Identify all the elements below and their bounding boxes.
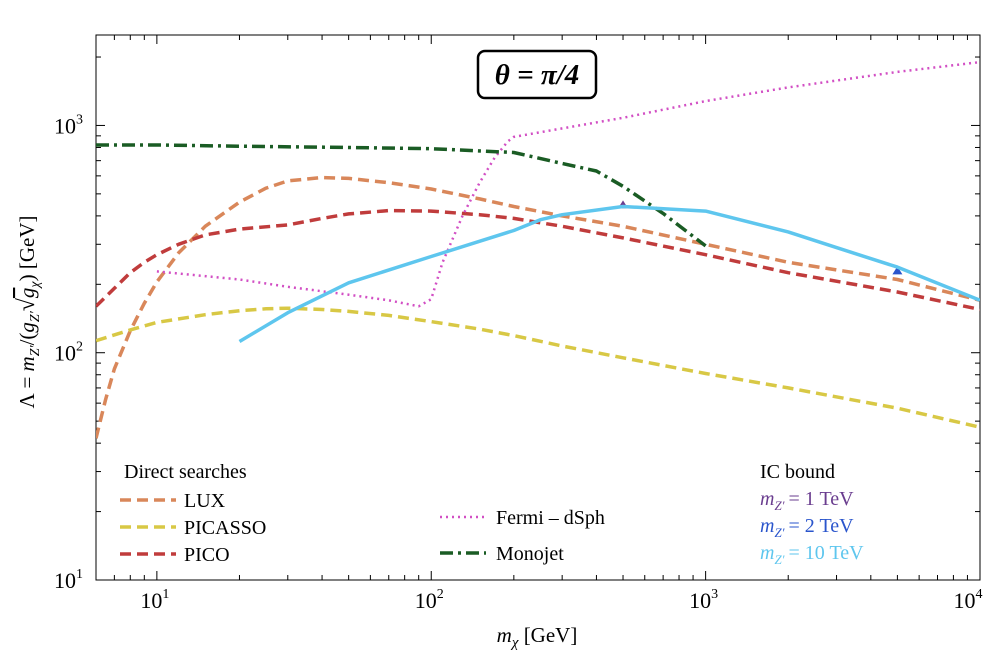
- series-lux-line: [96, 175, 980, 439]
- series-m-z-10-tev-line: [238, 204, 980, 344]
- title-frame: [476, 49, 598, 100]
- x-axis-subscript: χ: [510, 635, 519, 651]
- legend-fermi-label: Fermi – dSph: [496, 507, 605, 529]
- y-axis-g: g: [15, 322, 39, 333]
- y-axis-sqrt: √: [14, 297, 40, 311]
- legend-picasso-label: PICASSO: [184, 517, 266, 539]
- legend-direct-searches: Direct searches LUX PICASSO PICO: [120, 461, 266, 566]
- chart-title: θ = π/4: [495, 59, 579, 91]
- series-m-z-2-tev-marker: [892, 266, 903, 275]
- y-axis-sub1: Z′: [28, 345, 43, 357]
- series-pico-line: [96, 208, 980, 312]
- y-axis-m: m: [15, 356, 39, 371]
- legend-lux-label: LUX: [184, 490, 226, 512]
- series-layer: [96, 60, 980, 439]
- tick-labels: 101 102 103 104 101 102 103: [54, 112, 983, 613]
- x-tick-label: 101: [140, 587, 169, 613]
- y-tick-label: 103: [54, 112, 83, 138]
- y-axis-lambda: Λ =: [15, 371, 39, 408]
- y-axis-g2: g: [15, 288, 39, 299]
- legend-pico-label: PICO: [184, 544, 230, 566]
- x-tick-label: 103: [689, 587, 718, 613]
- title-box: θ = π/4: [476, 49, 598, 100]
- y-axis-sub3: χ: [28, 281, 43, 290]
- y-tick-label: 102: [54, 340, 83, 366]
- series-fermi-dsph-line: [156, 60, 980, 308]
- plot-frame: [95, 34, 981, 581]
- x-axis-symbol: m: [497, 623, 512, 647]
- legend-monojet-label: Monojet: [496, 543, 564, 565]
- axis-ticks: [95, 35, 981, 581]
- x-tick-label: 104: [954, 587, 983, 613]
- legend-ic10-label: mZ′ = 10 TeV: [760, 542, 864, 567]
- x-tick-label: 102: [415, 587, 444, 613]
- series-picasso-line: [96, 306, 980, 429]
- legend-ic2-label: mZ′ = 2 TeV: [760, 515, 854, 540]
- legend-ic-heading: IC bound: [760, 461, 835, 483]
- y-axis-sub2: Z′: [28, 310, 43, 322]
- legend-ic1-label: mZ′ = 1 TeV: [760, 488, 854, 513]
- y-axis-label: Λ = mZ′/(gZ′√gχ) [GeV]: [14, 216, 43, 409]
- legend-ic-bound: IC bound mZ′ = 1 TeV mZ′ = 2 TeV mZ′ = 10 T…: [760, 461, 864, 567]
- y-tick-label: 101: [54, 567, 83, 593]
- x-axis-unit: [GeV]: [518, 623, 577, 647]
- legend-direct-heading: Direct searches: [124, 461, 247, 483]
- x-axis-label: mχ [GeV]: [497, 623, 578, 651]
- series-monojet-line: [96, 143, 707, 248]
- y-axis-mid: /(: [15, 333, 39, 346]
- legend-indirect: Fermi – dSph Monojet: [440, 507, 605, 565]
- y-axis-tail: ) [GeV]: [15, 216, 39, 282]
